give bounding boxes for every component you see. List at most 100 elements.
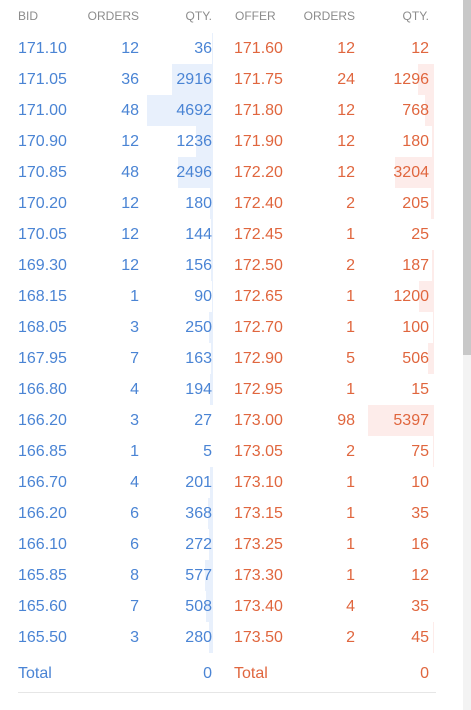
depth-row[interactable]: 166.85 1 5 173.05 2 75	[0, 436, 463, 467]
offer-price: 173.15	[234, 505, 283, 522]
offer-price: 172.45	[234, 226, 283, 243]
offer-price: 172.40	[234, 195, 283, 212]
offer-qty: 100	[402, 319, 429, 336]
bid-price: 165.60	[18, 598, 67, 615]
depth-row[interactable]: 170.05 12 144 172.45 1 25	[0, 219, 463, 250]
bid-qty: 272	[185, 536, 212, 553]
depth-row[interactable]: 167.95 7 163 172.90 5 506	[0, 343, 463, 374]
bid-qty: 27	[194, 412, 212, 429]
offer-qty: 75	[411, 443, 429, 460]
bid-depth-bar	[211, 219, 213, 250]
offer-depth-bar	[431, 188, 434, 219]
offer-price: 173.10	[234, 474, 283, 491]
bid-qty: 508	[185, 598, 212, 615]
depth-row[interactable]: 170.20 12 180 172.40 2 205	[0, 188, 463, 219]
header-bid-orders: ORDERS	[87, 9, 139, 23]
bid-orders: 7	[130, 350, 139, 367]
bid-qty: 90	[194, 288, 212, 305]
depth-row[interactable]: 168.05 3 250 172.70 1 100	[0, 312, 463, 343]
depth-row[interactable]: 165.60 7 508 173.40 4 35	[0, 591, 463, 622]
depth-row[interactable]: 171.00 48 4692 171.80 12 768	[0, 95, 463, 126]
bid-orders: 3	[130, 319, 139, 336]
offer-depth-bar	[432, 250, 434, 281]
depth-row[interactable]: 166.20 3 27 173.00 98 5397	[0, 405, 463, 436]
bid-total-label: Total	[18, 665, 52, 682]
offer-price: 171.60	[234, 40, 283, 57]
depth-row[interactable]: 166.20 6 368 173.15 1 35	[0, 498, 463, 529]
offer-orders: 1	[346, 319, 355, 336]
offer-qty: 187	[402, 257, 429, 274]
bid-depth-bar	[178, 157, 213, 188]
offer-price: 173.30	[234, 567, 283, 584]
offer-depth-bar	[433, 622, 434, 653]
bid-qty: 36	[194, 40, 212, 57]
bid-qty: 1236	[176, 133, 212, 150]
bid-price: 166.20	[18, 412, 67, 429]
depth-row[interactable]: 166.10 6 272 173.25 1 16	[0, 529, 463, 560]
bid-orders: 4	[130, 381, 139, 398]
offer-price: 173.05	[234, 443, 283, 460]
depth-row[interactable]: 171.05 36 2916 171.75 24 1296	[0, 64, 463, 95]
offer-qty: 25	[411, 226, 429, 243]
bid-depth-bar	[172, 64, 213, 95]
bid-orders: 7	[130, 598, 139, 615]
header-offer-qty: QTY.	[402, 9, 429, 23]
offer-orders: 1	[346, 226, 355, 243]
bid-qty: 144	[185, 226, 212, 243]
offer-orders: 1	[346, 567, 355, 584]
offer-price: 171.75	[234, 71, 283, 88]
depth-row[interactable]: 170.90 12 1236 171.90 12 180	[0, 126, 463, 157]
bid-orders: 48	[121, 164, 139, 181]
offer-orders: 1	[346, 288, 355, 305]
depth-row[interactable]: 170.85 48 2496 172.20 12 3204	[0, 157, 463, 188]
bid-price: 168.05	[18, 319, 67, 336]
offer-orders: 12	[337, 40, 355, 57]
bid-orders: 3	[130, 412, 139, 429]
depth-row[interactable]: 166.80 4 194 172.95 1 15	[0, 374, 463, 405]
bid-orders: 12	[121, 226, 139, 243]
offer-orders: 12	[337, 133, 355, 150]
offer-orders: 2	[346, 257, 355, 274]
depth-row[interactable]: 169.30 12 156 172.50 2 187	[0, 250, 463, 281]
depth-row[interactable]: 171.10 12 36 171.60 12 12	[0, 33, 463, 64]
offer-orders: 24	[337, 71, 355, 88]
bid-orders: 48	[121, 102, 139, 119]
depth-row[interactable]: 168.15 1 90 172.65 1 1200	[0, 281, 463, 312]
offer-qty: 10	[411, 474, 429, 491]
bid-qty: 368	[185, 505, 212, 522]
offer-qty: 5397	[393, 412, 429, 429]
offer-total-label: Total	[234, 665, 268, 682]
totals-row: Total 0 Total 0	[0, 658, 463, 690]
offer-depth-bar	[428, 343, 434, 374]
offer-price: 172.20	[234, 164, 283, 181]
depth-row[interactable]: 166.70 4 201 173.10 1 10	[0, 467, 463, 498]
depth-row[interactable]: 165.85 8 577 173.30 1 12	[0, 560, 463, 591]
offer-qty: 205	[402, 195, 429, 212]
offer-orders: 1	[346, 381, 355, 398]
bid-orders: 12	[121, 195, 139, 212]
bid-depth-bar	[211, 250, 213, 281]
vertical-scrollbar[interactable]	[463, 0, 471, 710]
offer-qty: 12	[411, 567, 429, 584]
offer-orders: 98	[337, 412, 355, 429]
scrollbar-thumb[interactable]	[463, 0, 471, 355]
bid-price: 166.20	[18, 505, 67, 522]
bid-qty: 2916	[176, 71, 212, 88]
offer-price: 172.50	[234, 257, 283, 274]
bid-price: 166.10	[18, 536, 67, 553]
offer-depth-bar	[395, 157, 434, 188]
bid-qty: 163	[185, 350, 212, 367]
bid-qty: 280	[185, 629, 212, 646]
bid-price: 171.10	[18, 40, 67, 57]
offer-qty: 1200	[393, 288, 429, 305]
bid-depth-bar	[147, 95, 213, 126]
bid-orders: 6	[130, 505, 139, 522]
bid-orders: 12	[121, 40, 139, 57]
offer-price: 172.90	[234, 350, 283, 367]
offer-price: 172.65	[234, 288, 283, 305]
bid-depth-bar	[211, 343, 213, 374]
bid-orders: 8	[130, 567, 139, 584]
depth-row[interactable]: 165.50 3 280 173.50 2 45	[0, 622, 463, 653]
bid-orders: 1	[130, 443, 139, 460]
bid-orders: 1	[130, 288, 139, 305]
